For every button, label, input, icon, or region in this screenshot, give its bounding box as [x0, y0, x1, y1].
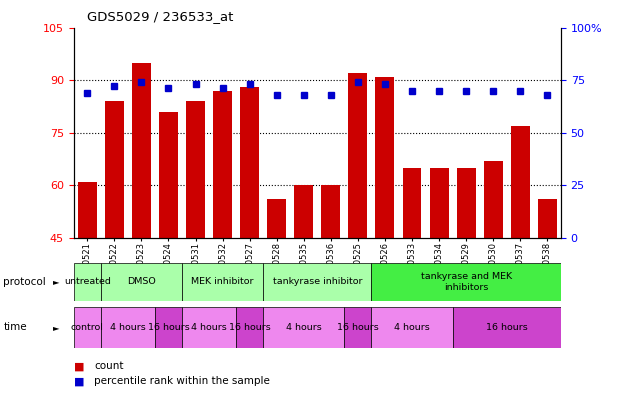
Bar: [186, 101, 205, 238]
Text: ■: ■: [74, 361, 84, 371]
Text: GDS5029 / 236533_at: GDS5029 / 236533_at: [87, 10, 233, 23]
Bar: [213, 90, 232, 238]
Text: 4 hours: 4 hours: [191, 323, 227, 332]
Bar: [376, 77, 394, 238]
Bar: [159, 112, 178, 238]
Text: ►: ►: [53, 277, 60, 286]
Bar: [371, 307, 453, 348]
Bar: [263, 263, 371, 301]
Text: MEK inhibitor: MEK inhibitor: [191, 277, 254, 286]
Bar: [321, 185, 340, 238]
Text: 4 hours: 4 hours: [110, 323, 146, 332]
Text: count: count: [94, 361, 124, 371]
Text: 16 hours: 16 hours: [486, 323, 528, 332]
Bar: [101, 263, 182, 301]
Text: tankyrase and MEK
inhibitors: tankyrase and MEK inhibitors: [420, 272, 512, 292]
Text: ►: ►: [53, 323, 60, 332]
Bar: [267, 199, 286, 238]
Text: DMSO: DMSO: [127, 277, 156, 286]
Text: protocol: protocol: [3, 277, 46, 287]
Bar: [132, 62, 151, 238]
Text: 16 hours: 16 hours: [337, 323, 379, 332]
Bar: [263, 307, 344, 348]
Text: ■: ■: [74, 376, 84, 386]
Bar: [105, 101, 124, 238]
Bar: [371, 263, 561, 301]
Bar: [456, 168, 476, 238]
Bar: [78, 182, 97, 238]
Text: percentile rank within the sample: percentile rank within the sample: [94, 376, 270, 386]
Text: 16 hours: 16 hours: [147, 323, 189, 332]
Bar: [349, 73, 367, 238]
Bar: [294, 185, 313, 238]
Bar: [403, 168, 422, 238]
Bar: [453, 307, 561, 348]
Bar: [538, 199, 557, 238]
Bar: [240, 87, 259, 238]
Text: 4 hours: 4 hours: [286, 323, 322, 332]
Bar: [511, 126, 529, 238]
Bar: [74, 263, 101, 301]
Text: 16 hours: 16 hours: [229, 323, 271, 332]
Bar: [484, 161, 503, 238]
Bar: [236, 307, 263, 348]
Text: control: control: [71, 323, 104, 332]
Text: untreated: untreated: [64, 277, 111, 286]
Bar: [182, 263, 263, 301]
Bar: [101, 307, 155, 348]
Text: tankyrase inhibitor: tankyrase inhibitor: [272, 277, 362, 286]
Bar: [74, 307, 101, 348]
Bar: [429, 168, 449, 238]
Text: 4 hours: 4 hours: [394, 323, 430, 332]
Bar: [155, 307, 182, 348]
Bar: [182, 307, 236, 348]
Text: time: time: [3, 322, 27, 332]
Bar: [344, 307, 371, 348]
